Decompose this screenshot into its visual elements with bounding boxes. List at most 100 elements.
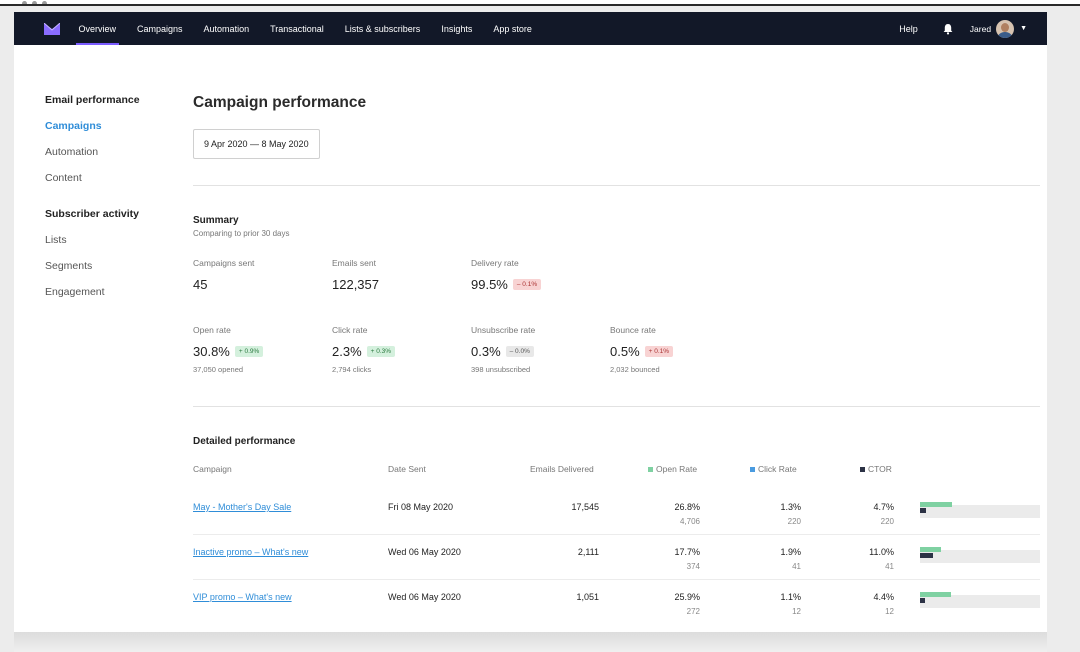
page-title: Campaign performance — [193, 94, 367, 111]
ctor-value: 4.4% — [873, 592, 894, 602]
emails-delivered: 1,051 — [576, 592, 599, 602]
open-rate-cell: 25.9% 272 — [640, 592, 700, 616]
table-row: Inactive promo – What's new Wed 06 May 2… — [193, 535, 1040, 580]
notification-bell-icon[interactable] — [942, 23, 954, 35]
ctor-bar — [920, 553, 933, 558]
open-count: 4,706 — [679, 517, 700, 526]
brand-logo-icon[interactable] — [44, 22, 60, 35]
legend-open-icon — [648, 467, 653, 473]
col-campaign[interactable]: Campaign — [193, 464, 232, 474]
ctor-count: 220 — [880, 517, 894, 526]
open-rate-value: 26.8% — [674, 502, 700, 512]
metric-value: 45 — [193, 277, 208, 292]
date-range-picker[interactable]: 9 Apr 2020 — 8 May 2020 — [193, 129, 320, 159]
open-count: 374 — [686, 562, 700, 571]
open-count: 272 — [686, 607, 700, 616]
table-header: Campaign Date Sent Emails Delivered Open… — [193, 464, 1040, 490]
click-rate-value: 1.9% — [780, 547, 801, 557]
col-open-rate[interactable]: Open Rate — [648, 464, 697, 474]
avatar[interactable] — [996, 19, 1015, 38]
col-date-sent[interactable]: Date Sent — [388, 464, 426, 474]
browser-top-strip — [0, 0, 1080, 6]
metric-sub: 2,032 bounced — [610, 365, 660, 374]
nav-campaigns[interactable]: Campaigns — [137, 23, 183, 34]
sidebar-item-campaigns[interactable]: Campaigns — [45, 120, 102, 132]
campaign-link[interactable]: VIP promo – What's new — [193, 592, 292, 602]
date-sent: Fri 08 May 2020 — [388, 502, 454, 512]
sidebar-item-engagement[interactable]: Engagement — [45, 286, 105, 298]
table-row: VIP promo – What's new Wed 06 May 2020 1… — [193, 580, 1040, 624]
nav-insights[interactable]: Insights — [441, 23, 473, 34]
app-window: Overview Campaigns Automation Transactio… — [14, 12, 1047, 632]
nav-overview[interactable]: Overview — [68, 12, 127, 45]
metric-value: 0.3% — [471, 344, 501, 359]
ctor-bar — [920, 508, 926, 513]
col-ctor[interactable]: CTOR — [860, 464, 892, 474]
date-sent: Wed 06 May 2020 — [388, 592, 461, 602]
sidebar: Email performance Campaigns Automation C… — [45, 94, 140, 312]
top-navbar: Overview Campaigns Automation Transactio… — [14, 12, 1047, 45]
campaign-link[interactable]: May - Mother's Day Sale — [193, 502, 292, 512]
metric-value: 122,357 — [332, 277, 379, 292]
sidebar-item-content[interactable]: Content — [45, 172, 82, 184]
date-sent: Wed 06 May 2020 — [388, 547, 461, 557]
user-name[interactable]: Jared — [969, 23, 992, 34]
metric-bounce-rate: Bounce rate 0.5% + 0.1% 2,032 bounced — [610, 325, 674, 374]
ctor-cell: 4.4% 12 — [834, 592, 894, 616]
open-rate-cell: 26.8% 4,706 — [640, 502, 700, 526]
nav-app-store[interactable]: App store — [493, 23, 532, 34]
window-controls[interactable] — [22, 1, 47, 6]
delta-badge: + 0.9% — [234, 346, 264, 357]
metric-sub: 2,794 clicks — [332, 365, 372, 374]
emails-delivered: 2,111 — [577, 547, 599, 557]
help-link[interactable]: Help — [899, 23, 918, 34]
detailed-performance-title: Detailed performance — [193, 436, 296, 447]
performance-bar — [920, 547, 1040, 563]
ctor-value: 4.7% — [873, 502, 894, 512]
ctor-count: 41 — [885, 562, 894, 571]
emails-delivered: 17,545 — [571, 502, 599, 512]
table-row: May - Mother's Day Sale Fri 08 May 2020 … — [193, 490, 1040, 535]
sidebar-heading-subscriber-activity: Subscriber activity — [45, 208, 139, 220]
ctor-count: 12 — [885, 607, 894, 616]
summary-title: Summary — [193, 215, 239, 226]
delta-badge: – 0.1% — [512, 279, 542, 290]
nav-transactional[interactable]: Transactional — [270, 23, 324, 34]
open-rate-cell: 17.7% 374 — [640, 547, 700, 571]
ctor-bar — [920, 598, 925, 603]
divider — [193, 406, 1040, 407]
summary-subtitle: Comparing to prior 30 days — [193, 229, 290, 238]
metric-label: Open rate — [193, 325, 231, 335]
click-count: 12 — [792, 607, 801, 616]
metric-label: Emails sent — [332, 258, 376, 268]
click-rate-value: 1.3% — [780, 502, 801, 512]
legend-ctor-icon — [860, 467, 865, 473]
metric-label: Delivery rate — [471, 258, 519, 268]
main-content: Campaign performance 9 Apr 2020 — 8 May … — [193, 92, 1041, 624]
metric-click-rate: Click rate 2.3% + 0.3% 2,794 clicks — [332, 325, 396, 374]
metric-label: Click rate — [332, 325, 368, 335]
metric-value: 30.8% — [193, 344, 230, 359]
click-rate-cell: 1.1% 12 — [741, 592, 801, 616]
divider — [193, 185, 1040, 186]
metric-delivery-rate: Delivery rate 99.5% – 0.1% — [471, 258, 542, 292]
nav-automation[interactable]: Automation — [203, 23, 250, 34]
click-rate-cell: 1.9% 41 — [741, 547, 801, 571]
metric-label: Unsubscribe rate — [471, 325, 536, 335]
sidebar-item-automation[interactable]: Automation — [45, 146, 99, 158]
nav-lists-subscribers[interactable]: Lists & subscribers — [344, 23, 421, 34]
delta-badge: + 0.3% — [366, 346, 396, 357]
ctor-cell: 4.7% 220 — [834, 502, 894, 526]
open-rate-bar — [920, 547, 941, 552]
metric-open-rate: Open rate 30.8% + 0.9% 37,050 opened — [193, 325, 264, 374]
sidebar-item-segments[interactable]: Segments — [45, 260, 93, 272]
sidebar-item-lists[interactable]: Lists — [45, 234, 67, 246]
open-rate-value: 25.9% — [674, 592, 700, 602]
col-click-rate[interactable]: Click Rate — [750, 464, 797, 474]
metric-sub: 37,050 opened — [193, 365, 244, 374]
chevron-down-icon[interactable]: ▼ — [1020, 25, 1027, 32]
metric-value: 99.5% — [471, 277, 508, 292]
col-open-rate-label: Open Rate — [656, 464, 698, 474]
col-emails-delivered[interactable]: Emails Delivered — [530, 464, 594, 474]
campaign-link[interactable]: Inactive promo – What's new — [193, 547, 309, 557]
